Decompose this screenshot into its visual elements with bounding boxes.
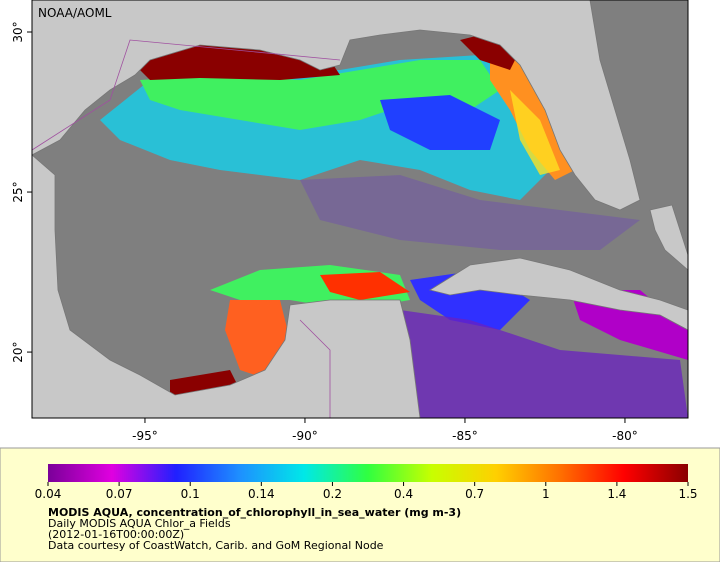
land-cuba [428, 257, 688, 331]
chl-patch [490, 40, 575, 180]
caption-title: MODIS AQUA, concentration_of_chlorophyll… [48, 506, 461, 519]
border-line [32, 39, 341, 151]
chl-patch [380, 95, 500, 150]
credit: NOAA/AOML [38, 6, 112, 20]
land-usa [32, 0, 641, 211]
colorbar-ticks: 0.04 0.07 0.1 0.14 0.2 0.4 0.7 1 1.4 1.5 [35, 482, 698, 501]
chl-patch [300, 175, 640, 250]
caption-line: Daily MODIS AQUA Chlor_a Fields [48, 517, 231, 530]
chl-patch [510, 90, 560, 175]
colorbar-tick-label: 0.14 [248, 487, 275, 501]
colorbar-tick-label: 1.4 [607, 487, 626, 501]
land-mexico [32, 154, 421, 418]
colorbar-tick-label: 0.07 [106, 487, 133, 501]
axes: -95° -90° -85° -80° 30° 25° 20° [11, 21, 638, 443]
colorbar-tick-label: 0.7 [465, 487, 484, 501]
border-line [299, 319, 331, 418]
map-frame [31, 0, 689, 419]
x-tick-label: -90° [292, 429, 318, 443]
x-tick-label: -95° [132, 429, 158, 443]
caption-line: (2012-01-16T00:00:00Z) [48, 528, 184, 541]
colorbar-tick-label: 0.2 [323, 487, 342, 501]
land-bahamas [649, 204, 688, 271]
caption-line: Data courtesy of CoastWatch, Carib. and … [48, 539, 384, 552]
colorbar-tick-label: 0.04 [35, 487, 62, 501]
colorbar-tick-label: 1.5 [678, 487, 697, 501]
colorbar-tick-label: 0.4 [394, 487, 413, 501]
chl-patch [320, 272, 410, 300]
map-area [32, 0, 688, 418]
colorbar-tick-label: 0.1 [181, 487, 200, 501]
y-tick-label: 20° [11, 341, 25, 362]
x-tick-label: -85° [452, 429, 478, 443]
colorbar [48, 464, 688, 482]
chl-patch [400, 310, 688, 418]
y-tick-label: 25° [11, 181, 25, 202]
colorbar-tick-label: 1 [542, 487, 550, 501]
y-tick-label: 30° [11, 21, 25, 42]
x-tick-label: -80° [612, 429, 638, 443]
